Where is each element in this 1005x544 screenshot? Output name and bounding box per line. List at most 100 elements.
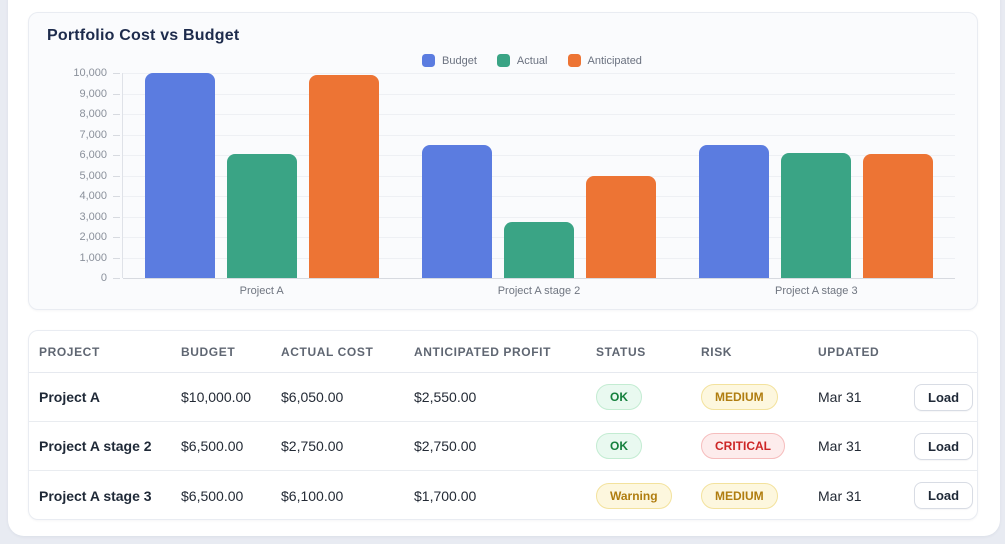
budget-cell: $6,500.00 (181, 487, 244, 504)
y-tick (113, 216, 120, 218)
actual-cost-cell: $2,750.00 (281, 438, 344, 454)
status-badge: Warning (596, 482, 672, 509)
y-axis-label: 1,000 (79, 251, 107, 264)
actual-bar (781, 152, 852, 278)
risk-cell: MEDIUM (701, 384, 818, 410)
table-row: Project A stage 2 $6,500.00 $2,750.00 $2,75… (29, 422, 977, 471)
action-cell: Load (914, 432, 974, 460)
legend-item-budget[interactable]: Budget (422, 54, 477, 67)
risk-badge: MEDIUM (701, 384, 778, 410)
chart-legend: Budget Actual Anticipated (105, 54, 959, 67)
anticipated-profit-cell: $2,550.00 (414, 389, 477, 405)
legend-swatch-icon (496, 54, 510, 67)
y-axis-line (122, 73, 123, 278)
actual-cost-cell: $6,100.00 (281, 487, 344, 504)
risk-badge: CRITICAL (701, 433, 785, 459)
x-axis-label: Project A stage 3 (775, 285, 858, 297)
y-axis-label: 6,000 (79, 149, 107, 161)
risk-cell: MEDIUM (701, 482, 818, 509)
legend-item-anticipated[interactable]: Anticipated (567, 54, 642, 67)
status-badge: OK (596, 433, 642, 459)
legend-item-actual[interactable]: Actual (496, 54, 548, 67)
gridline (123, 175, 955, 177)
x-axis-label: Project A stage 2 (497, 285, 581, 297)
column-header: BUDGET (181, 344, 236, 359)
load-button[interactable]: Load (914, 383, 974, 411)
y-axis-label: 8,000 (79, 108, 107, 120)
chart-x-axis-labels: Project A Project A stage 2 Project A stag… (123, 285, 955, 297)
project-name-cell: Project A stage 2 (39, 438, 152, 454)
y-axis-label: 5,000 (79, 169, 107, 182)
y-tick (113, 114, 120, 115)
anticipated-profit-cell: $2,750.00 (414, 438, 477, 454)
action-cell: Load (914, 482, 974, 509)
budget-cell: $6,500.00 (181, 438, 244, 454)
y-tick (113, 278, 120, 279)
y-tick (113, 257, 120, 259)
anticipated-bar (863, 153, 934, 278)
y-tick (113, 93, 120, 95)
y-axis-label: 0 (100, 272, 107, 284)
y-tick (113, 73, 120, 74)
load-button[interactable]: Load (914, 432, 974, 460)
budget-bar (699, 144, 770, 278)
legend-swatch-icon (567, 54, 581, 67)
updated-cell: Mar 31 (818, 487, 862, 504)
chart-title: Portfolio Cost vs Budget (47, 27, 240, 44)
gridline (123, 155, 955, 156)
bar-group (400, 73, 677, 278)
bar-groups (123, 73, 955, 278)
table-row: Project A $10,000.00 $6,050.00 $2,550.00 OK M… (29, 373, 977, 422)
legend-swatch-icon (422, 54, 436, 67)
load-button[interactable]: Load (914, 482, 974, 509)
x-axis-label: Project A (239, 285, 284, 297)
gridline (123, 134, 955, 136)
y-axis-label: 3,000 (79, 210, 107, 223)
legend-label: Anticipated (587, 54, 642, 67)
bar-group (678, 73, 955, 278)
portfolio-table-card: PROJECT BUDGET ACTUAL COST ANTICIPATED PROF… (28, 330, 978, 520)
risk-cell: CRITICAL (701, 433, 818, 459)
gridline (123, 93, 955, 95)
y-tick (113, 155, 120, 156)
y-tick (113, 175, 120, 177)
project-name-cell: Project A (39, 389, 100, 405)
anticipated-profit-cell: $1,700.00 (414, 487, 477, 504)
chart-card: Portfolio Cost vs Budget Budget Actual Ant… (28, 12, 978, 310)
status-cell: OK (596, 433, 701, 459)
gridline (123, 216, 955, 218)
column-header: ACTUAL COST (281, 344, 374, 359)
legend-label: Actual (516, 54, 548, 67)
gridline (123, 73, 955, 74)
updated-cell: Mar 31 (818, 389, 862, 405)
chart-plot-area: 0 1,000 2,000 3,000 4,000 5,000 6,000 7,000 8,00… (73, 67, 955, 284)
budget-cell: $10,000.00 (181, 389, 252, 405)
actual-cost-cell: $6,050.00 (281, 389, 344, 405)
status-cell: Warning (596, 482, 701, 509)
y-axis-label: 10,000 (73, 67, 107, 79)
risk-badge: MEDIUM (701, 482, 778, 509)
y-axis-label: 7,000 (79, 128, 107, 141)
status-cell: OK (596, 384, 701, 410)
column-header: ANTICIPATED PROFIT (414, 344, 552, 359)
anticipated-bar (585, 175, 656, 278)
budget-bar (144, 73, 215, 278)
gridline (123, 278, 955, 279)
column-header: RISK (701, 344, 733, 359)
y-axis-label: 9,000 (79, 87, 107, 100)
table-row: Project A stage 3 $6,500.00 $6,100.00 $1,70… (29, 471, 977, 519)
table-body: Project A $10,000.00 $6,050.00 $2,550.00 OK M… (29, 373, 977, 519)
dashboard-container: Portfolio Cost vs Budget Budget Actual Ant… (8, 0, 1000, 536)
column-header: UPDATED (818, 344, 880, 359)
budget-bar (421, 144, 492, 278)
actual-bar (226, 153, 297, 278)
y-axis-label: 2,000 (79, 231, 107, 243)
column-header: PROJECT (39, 344, 100, 359)
anticipated-bar (308, 75, 379, 278)
y-tick (113, 237, 120, 238)
legend-label: Budget (442, 54, 477, 67)
gridline (123, 114, 955, 115)
bar-group (123, 73, 400, 278)
gridline (123, 196, 955, 197)
updated-cell: Mar 31 (818, 438, 862, 454)
